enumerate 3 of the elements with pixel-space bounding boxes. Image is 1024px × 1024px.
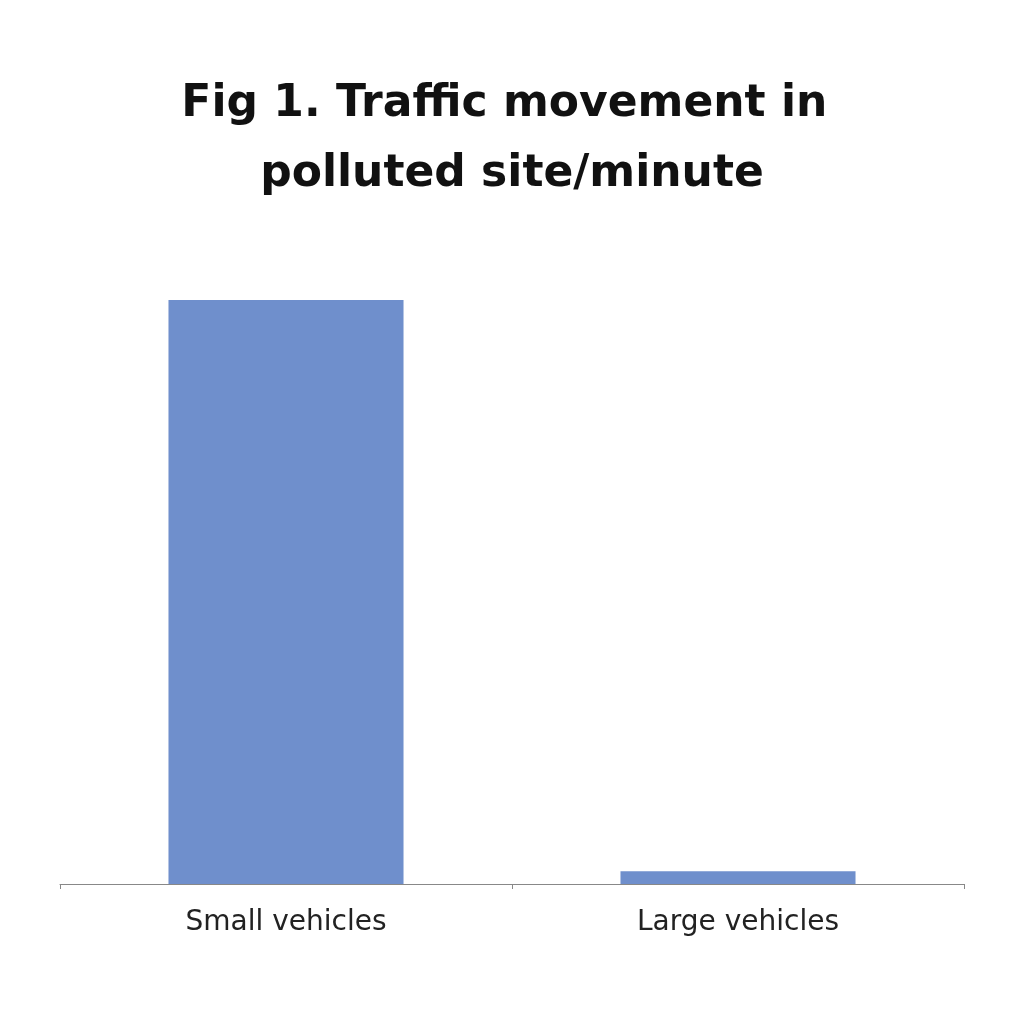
chart-title: Fig 1. Traffic movement in polluted site/minute (181, 74, 843, 196)
x-tick-label: Large vehicles (637, 903, 839, 937)
x-tick-label: Small vehicles (185, 903, 387, 937)
